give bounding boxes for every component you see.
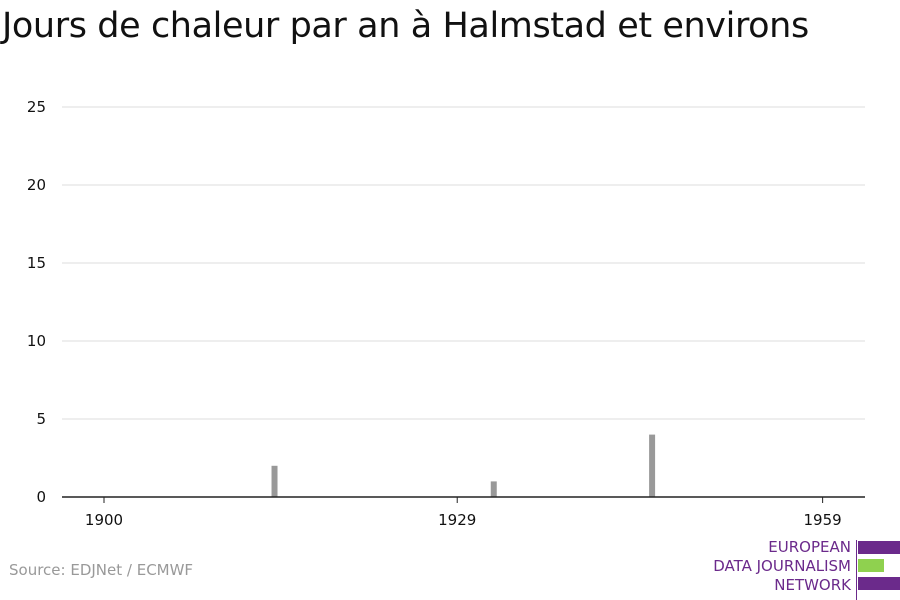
logo-bar-green [858, 559, 884, 572]
bar-1945 [649, 434, 656, 497]
bar-1932 [490, 481, 497, 497]
source-note: Source: EDJNet / ECMWF [9, 561, 194, 579]
chart-title: Jours de chaleur par an à Halmstad et en… [2, 6, 809, 46]
y-tick-label: 15 [27, 254, 46, 272]
gridlines [62, 106, 865, 420]
bars [271, 434, 656, 497]
x-tick-label: 1959 [804, 511, 842, 529]
logo-line-3: NETWORK [774, 576, 851, 594]
logo-divider [856, 540, 857, 600]
y-tick-label: 5 [36, 410, 46, 428]
axes: 051015202519001929195919892018 [27, 98, 865, 529]
edjnet-logo: EUROPEAN DATA JOURNALISM NETWORK [700, 538, 900, 600]
logo-line-1: EUROPEAN [768, 538, 851, 556]
logo-line-2: DATA JOURNALISM [713, 557, 851, 575]
y-tick-label: 10 [27, 332, 46, 350]
logo-bar-purple-top [858, 541, 900, 554]
y-tick-label: 20 [27, 176, 46, 194]
y-tick-label: 25 [27, 98, 46, 116]
logo-bar-purple-bottom [858, 577, 900, 590]
bar-1914 [271, 465, 278, 497]
x-tick-label: 1900 [85, 511, 123, 529]
x-tick-label: 1929 [438, 511, 476, 529]
y-tick-label: 0 [36, 488, 46, 506]
